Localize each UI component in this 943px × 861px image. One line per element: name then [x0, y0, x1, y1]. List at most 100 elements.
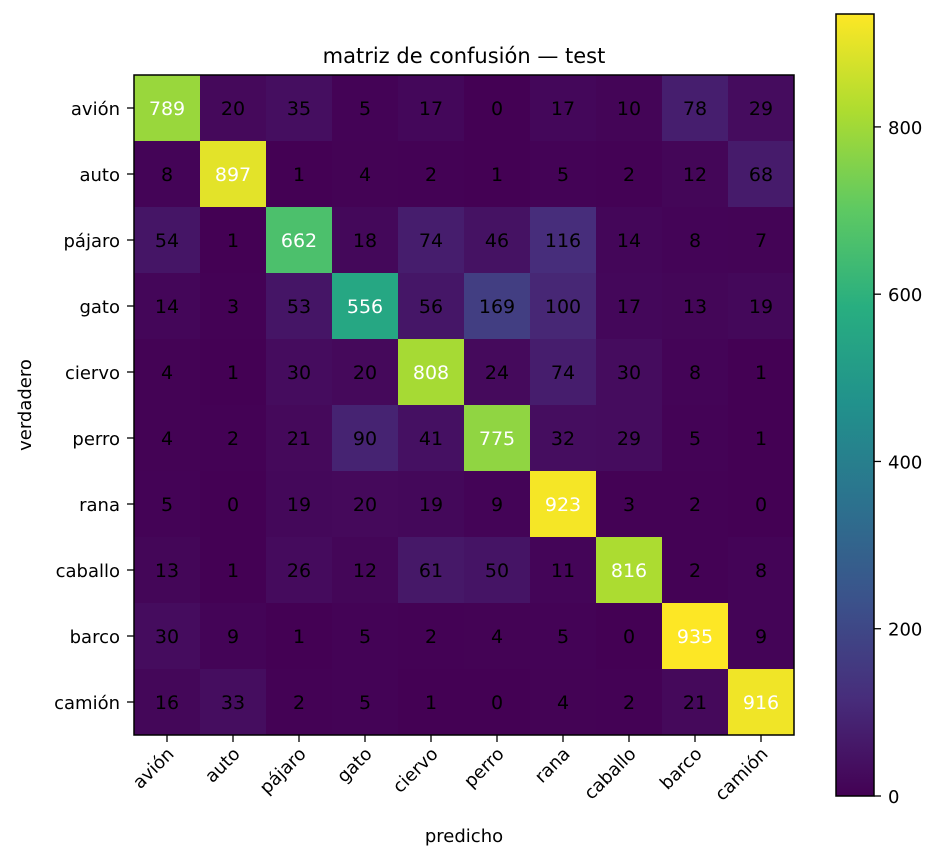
cell-value-label: 3 — [227, 296, 239, 318]
cell-value-label: 14 — [617, 230, 641, 252]
heatmap-cell — [134, 471, 201, 538]
heatmap-cell — [266, 537, 333, 604]
heatmap-cell — [200, 405, 267, 472]
x-tick-label: ciervo — [389, 744, 443, 798]
heatmap-cells — [134, 75, 795, 736]
x-tick-label: camión — [711, 744, 772, 805]
colorbar-tick-label: 200 — [888, 620, 922, 641]
heatmap-cell — [134, 603, 201, 670]
cell-value-label: 9 — [755, 626, 767, 648]
heatmap-cell — [398, 75, 465, 142]
heatmap-cell — [266, 669, 333, 736]
heatmap-cell — [530, 273, 597, 340]
chart-title: matriz de confusión — test — [323, 44, 606, 68]
cell-value-label: 662 — [281, 230, 317, 252]
cell-value-label: 808 — [413, 362, 449, 384]
cell-value-label: 100 — [545, 296, 581, 318]
cell-value-label: 74 — [419, 230, 443, 252]
heatmap-cell — [332, 75, 399, 142]
cell-value-label: 169 — [479, 296, 515, 318]
cell-value-label: 10 — [617, 98, 641, 120]
colorbar-tick-label: 0 — [888, 787, 899, 808]
cell-value-label: 556 — [347, 296, 383, 318]
cell-value-label: 19 — [419, 494, 443, 516]
cell-value-label: 4 — [557, 692, 569, 714]
heatmap-cell — [728, 141, 795, 208]
heatmap-cell — [464, 141, 531, 208]
x-tick-label: auto — [201, 744, 244, 787]
heatmap-cell — [662, 471, 729, 538]
cell-value-label: 5 — [557, 164, 569, 186]
heatmap-cell — [266, 471, 333, 538]
cell-value-label: 68 — [749, 164, 773, 186]
heatmap-cell — [728, 339, 795, 406]
cell-value-label: 32 — [551, 428, 575, 450]
heatmap-cell — [530, 603, 597, 670]
heatmap-cell — [200, 141, 267, 208]
cell-value-label: 20 — [221, 98, 245, 120]
x-tick-label: gato — [333, 744, 377, 788]
cell-value-label: 0 — [755, 494, 767, 516]
colorbar — [835, 13, 875, 797]
heatmap-cell — [200, 471, 267, 538]
y-axis-ticks: avión auto pájaro gato ciervo perro rana caball… — [54, 99, 134, 714]
cell-value-label: 11 — [551, 560, 575, 582]
heatmap-cell — [134, 141, 201, 208]
colorbar-ticks: 0 200 400 600 800 — [874, 118, 922, 808]
cell-value-label: 1 — [755, 362, 767, 384]
y-tick-label: gato — [79, 297, 120, 318]
heatmap-cell — [398, 603, 465, 670]
plot-frame — [133, 74, 795, 736]
heatmap-cell — [530, 339, 597, 406]
cell-value-label: 1 — [293, 626, 305, 648]
heatmap-cell — [662, 537, 729, 604]
y-tick-label: perro — [72, 429, 120, 450]
heatmap-cell — [332, 537, 399, 604]
heatmap-cell — [464, 207, 531, 274]
heatmap-cell — [134, 273, 201, 340]
heatmap-cell — [134, 207, 201, 274]
cell-value-label: 5 — [557, 626, 569, 648]
cell-value-label: 50 — [485, 560, 509, 582]
cell-value-label: 20 — [353, 494, 377, 516]
cell-value-label: 9 — [491, 494, 503, 516]
cell-value-label: 935 — [677, 626, 713, 648]
cell-value-label: 46 — [485, 230, 509, 252]
cell-value-label: 17 — [551, 98, 575, 120]
cell-value-label: 8 — [161, 164, 173, 186]
cell-value-label: 12 — [353, 560, 377, 582]
heatmap-cell — [398, 471, 465, 538]
heatmap-cell — [332, 339, 399, 406]
heatmap-cell — [728, 471, 795, 538]
heatmap-cell — [728, 405, 795, 472]
cell-value-label: 816 — [611, 560, 647, 582]
heatmap-cell — [464, 75, 531, 142]
heatmap-cell — [464, 669, 531, 736]
heatmap-cell — [464, 471, 531, 538]
x-tick-label: barco — [656, 744, 706, 794]
cell-value-label: 0 — [227, 494, 239, 516]
cell-value-label: 14 — [155, 296, 179, 318]
heatmap-cell — [266, 405, 333, 472]
heatmap-cell — [728, 537, 795, 604]
heatmap-cell — [200, 75, 267, 142]
y-tick-label: camión — [54, 693, 120, 714]
heatmap-cell — [332, 405, 399, 472]
cell-value-label: 19 — [749, 296, 773, 318]
heatmap-cell — [596, 273, 663, 340]
heatmap-cell — [530, 141, 597, 208]
heatmap-cell — [596, 141, 663, 208]
cell-value-label: 5 — [161, 494, 173, 516]
heatmap-cell — [464, 273, 531, 340]
heatmap-cell — [200, 537, 267, 604]
heatmap-cell — [200, 339, 267, 406]
heatmap-cell — [134, 75, 201, 142]
cell-value-label: 21 — [287, 428, 311, 450]
cell-value-label: 4 — [161, 428, 173, 450]
heatmap-cell — [596, 603, 663, 670]
cell-value-label: 16 — [155, 692, 179, 714]
heatmap-cell — [464, 603, 531, 670]
heatmap-cell — [596, 207, 663, 274]
cell-value-label: 2 — [425, 626, 437, 648]
